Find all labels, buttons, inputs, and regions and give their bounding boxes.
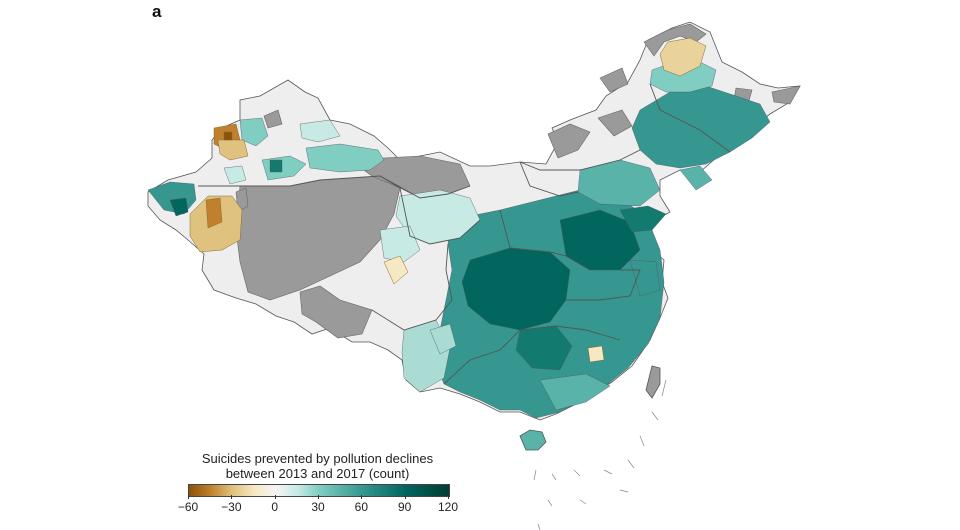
xinjiang-dark-brown-spot	[223, 131, 233, 141]
island-dash-1	[533, 469, 537, 481]
legend-colorbar	[188, 484, 450, 497]
xinjiang-north-teal	[305, 143, 385, 173]
legend-tick-mark	[318, 495, 319, 499]
tibet-south-no-data	[299, 285, 373, 339]
heilongjiang-no-data	[599, 67, 629, 93]
legend-tick-mark	[274, 495, 276, 499]
shandong-region	[619, 205, 667, 233]
legend-tick-mark	[188, 495, 189, 499]
legend-tick-mark	[404, 495, 406, 499]
sichuan-beige	[383, 255, 409, 285]
legend-tick-mark	[231, 495, 233, 499]
brown-regions	[189, 37, 707, 363]
island-dash-12	[651, 411, 659, 421]
legend-title-line1: Suicides prevented by pollution declines	[201, 451, 434, 466]
legend-tick-label: 120	[437, 500, 459, 514]
liaoning-region	[679, 165, 713, 191]
boundary-tibet-qinghai	[379, 175, 471, 199]
xinjiang-northwest-teal	[239, 117, 269, 147]
legend-tick-label: 0	[271, 500, 278, 514]
xinjiang-north-small-teal	[299, 119, 341, 143]
island-dash-5	[627, 459, 635, 469]
xinjiang-small-no-data	[263, 109, 283, 129]
legend-tick-label: 90	[397, 500, 412, 514]
xinjiang-strip-teal	[223, 165, 247, 185]
island-dash-11	[661, 379, 667, 397]
legend-title: Suicides prevented by pollution declines…	[160, 451, 475, 481]
legend-tick-label: 30	[311, 500, 325, 514]
boundary-sichuan	[371, 243, 453, 331]
legend-title-line2: between 2013 and 2017 (count)	[225, 466, 410, 481]
boundary-inner-mongolia	[519, 161, 579, 197]
legend-tick-mark	[448, 495, 449, 499]
jiangsu-region	[629, 259, 661, 297]
island-dash-3	[573, 469, 581, 477]
legend-tick-label: −60	[177, 500, 199, 514]
taiwan-island	[645, 365, 661, 399]
heilongjiang-beige	[659, 37, 707, 77]
legend-tick-label: −30	[221, 500, 242, 514]
island-dash-6	[639, 435, 645, 447]
jilin-no-data	[771, 85, 801, 105]
panel-label: a	[152, 2, 162, 21]
boundary-north	[519, 149, 641, 171]
xinjiang-brown-north-light	[217, 139, 249, 161]
boundary-central	[499, 209, 591, 271]
island-dash-9	[619, 489, 629, 493]
island-dash-4	[603, 469, 613, 475]
no-data-regions	[235, 23, 801, 339]
south-china-sea-islands	[533, 379, 667, 530]
province-boundaries	[198, 83, 731, 385]
island-dash-2	[551, 473, 557, 481]
hainan-island	[519, 429, 547, 451]
boundary-east	[566, 269, 641, 301]
island-dash-10	[537, 523, 541, 530]
teal-regions	[147, 59, 771, 419]
inner-mongolia-no-data	[547, 123, 591, 159]
boundary-south	[443, 325, 621, 385]
legend-tick-mark	[361, 495, 363, 499]
legend-tick-label: 60	[354, 500, 368, 514]
xinjiang-dark-spot	[269, 159, 283, 173]
xinjiang-west-dark	[169, 197, 189, 217]
xinjiang-brown-south-dark	[205, 197, 223, 229]
island-dash-8	[579, 499, 587, 505]
inner-mongolia-2-no-data	[597, 109, 633, 137]
island-dash-7	[547, 499, 553, 507]
southwest-teal	[429, 323, 457, 355]
guangdong-region	[539, 373, 611, 411]
boundary-northeast	[649, 83, 731, 153]
guangdong-beige	[587, 345, 605, 363]
north-china-region	[577, 159, 661, 207]
boundary-gansu	[399, 187, 481, 245]
